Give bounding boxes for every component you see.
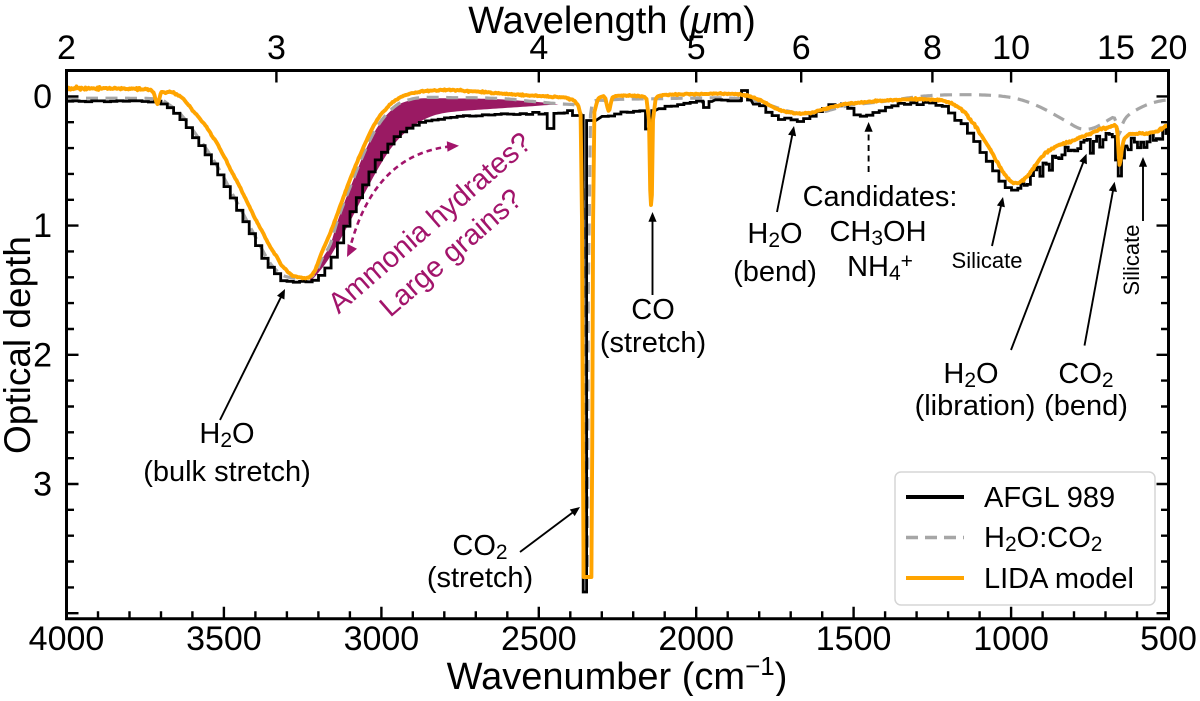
svg-text:500: 500 xyxy=(1140,620,1197,658)
svg-text:Candidates:: Candidates: xyxy=(803,181,958,213)
svg-text:3000: 3000 xyxy=(344,620,420,658)
svg-text:(libration): (libration) xyxy=(915,390,1036,422)
svg-text:H2O:CO2: H2O:CO2 xyxy=(984,522,1102,556)
svg-text:2500: 2500 xyxy=(501,620,577,658)
svg-text:H2O: H2O xyxy=(943,358,998,392)
svg-text:(stretch): (stretch) xyxy=(427,562,533,594)
svg-text:Wavelength (μm): Wavelength (μm) xyxy=(468,0,756,42)
svg-text:3: 3 xyxy=(33,466,52,504)
svg-text:LIDA model: LIDA model xyxy=(984,563,1134,595)
svg-text:2000: 2000 xyxy=(658,620,734,658)
svg-text:15: 15 xyxy=(1097,29,1135,67)
svg-text:1000: 1000 xyxy=(973,620,1049,658)
svg-text:10: 10 xyxy=(992,29,1030,67)
svg-text:5: 5 xyxy=(687,29,706,67)
svg-text:0: 0 xyxy=(33,78,52,116)
svg-text:3: 3 xyxy=(267,29,286,67)
svg-text:Silicate: Silicate xyxy=(952,248,1023,273)
svg-text:(bend): (bend) xyxy=(1044,390,1128,422)
svg-text:1500: 1500 xyxy=(816,620,892,658)
svg-text:3500: 3500 xyxy=(186,620,262,658)
svg-text:2: 2 xyxy=(33,336,52,374)
svg-text:(bulk stretch): (bulk stretch) xyxy=(143,456,311,488)
svg-text:6: 6 xyxy=(792,29,811,67)
svg-text:Optical depth: Optical depth xyxy=(0,236,38,454)
svg-text:(bend): (bend) xyxy=(733,256,817,288)
svg-text:4: 4 xyxy=(529,29,548,67)
svg-text:20: 20 xyxy=(1150,29,1188,67)
svg-text:CO: CO xyxy=(631,294,675,326)
svg-text:2: 2 xyxy=(57,29,76,67)
svg-text:Silicate: Silicate xyxy=(1119,225,1144,296)
svg-text:Wavenumber (cm−1): Wavenumber (cm−1) xyxy=(447,651,788,696)
svg-text:AFGL 989: AFGL 989 xyxy=(984,482,1115,514)
svg-text:1: 1 xyxy=(33,207,52,245)
svg-text:8: 8 xyxy=(923,29,942,67)
svg-text:(stretch): (stretch) xyxy=(600,327,706,359)
svg-text:4000: 4000 xyxy=(29,620,105,658)
svg-text:CH3OH: CH3OH xyxy=(829,216,926,250)
